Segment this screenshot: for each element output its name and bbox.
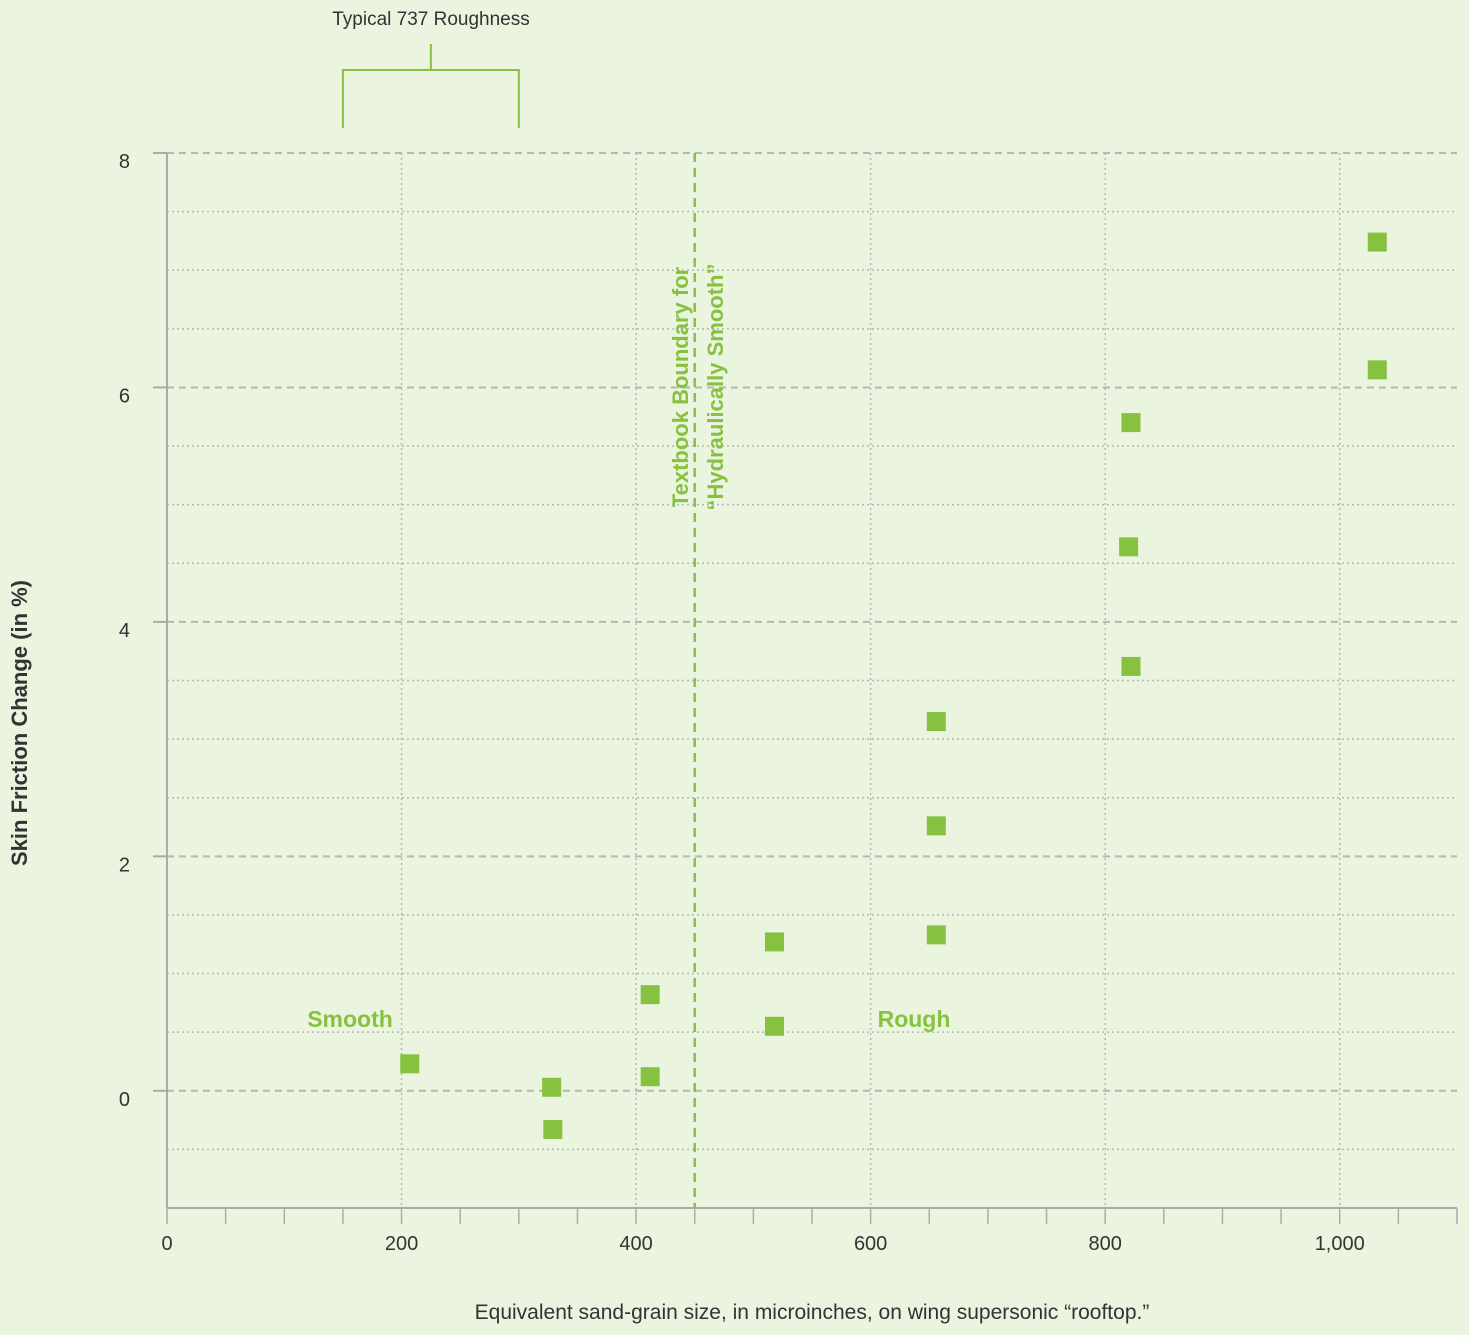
data-point: [1121, 656, 1141, 676]
data-point: [1367, 360, 1387, 380]
x-tick-label: 600: [854, 1233, 887, 1255]
bracket-annotation: Typical 737 Roughness: [332, 9, 530, 30]
data-point: [926, 816, 946, 836]
data-point: [926, 925, 946, 945]
x-tick-label: 800: [1088, 1233, 1121, 1255]
data-point: [640, 1067, 660, 1087]
axes: 0 2 4 6 8 0 200 400 600 800 1,000: [119, 151, 1458, 1255]
x-tick-label: 400: [619, 1233, 652, 1255]
data-point: [400, 1054, 420, 1074]
boundary-label-line2: “Hydraulically Smooth”: [703, 264, 728, 511]
data-point: [1367, 232, 1387, 252]
y-axis-label: Skin Friction Change (in %): [7, 580, 32, 866]
data-point: [1121, 413, 1141, 433]
y-tick-label: 6: [119, 385, 130, 407]
y-tick-label: 4: [119, 620, 130, 642]
labels: Skin Friction Change (in %) Equivalent s…: [7, 9, 1149, 1324]
roughness-bracket: [341, 44, 520, 128]
data-point: [926, 712, 946, 732]
data-point: [1119, 537, 1139, 557]
data-point: [764, 932, 784, 952]
x-tick-label: 1,000: [1315, 1233, 1365, 1255]
data-point: [764, 1016, 784, 1036]
boundary: [341, 44, 696, 1208]
y-tick-label: 0: [119, 1089, 130, 1111]
data-point: [543, 1119, 563, 1139]
data-points: [400, 232, 1387, 1139]
rough-annotation: Rough: [878, 1006, 951, 1032]
boundary-label-line1: Textbook Boundary for: [668, 266, 693, 507]
y-tick-label: 2: [119, 854, 130, 876]
x-tick-label: 0: [161, 1233, 172, 1255]
grid: [167, 152, 1457, 1208]
x-axis-label: Equivalent sand-grain size, in microinch…: [475, 1301, 1150, 1324]
data-point: [542, 1077, 562, 1097]
x-tick-label: 200: [385, 1233, 418, 1255]
data-point: [640, 985, 660, 1005]
smooth-annotation: Smooth: [307, 1006, 393, 1032]
y-tick-label: 8: [119, 151, 130, 173]
